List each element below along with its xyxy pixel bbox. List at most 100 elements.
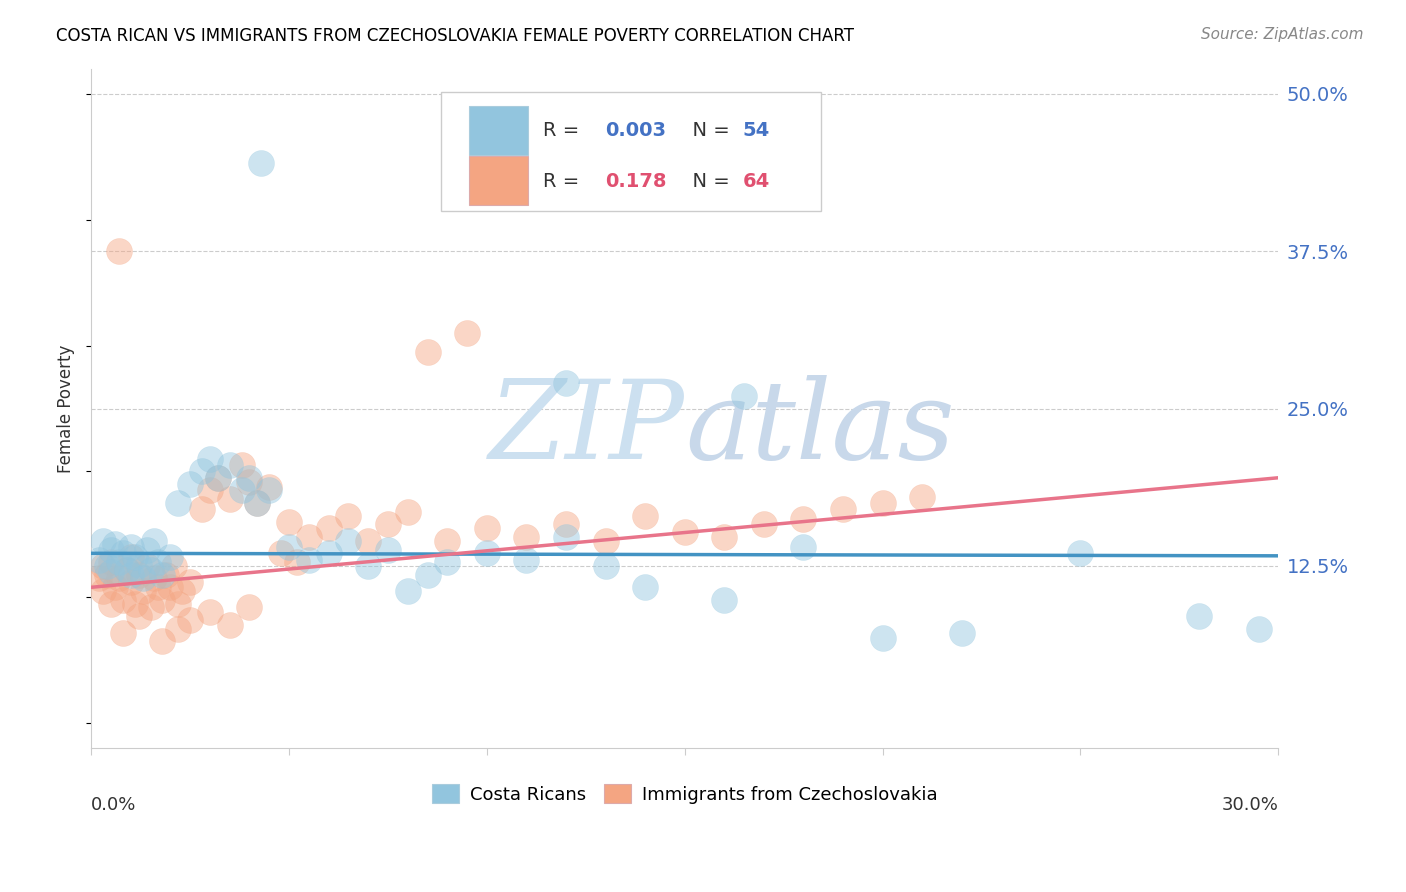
Point (298, 552, 321, 566)
Point (148, 555, 170, 569)
Point (456, 326, 478, 340)
Point (115, 563, 138, 577)
Point (150, 593, 173, 607)
Text: Source: ZipAtlas.com: Source: ZipAtlas.com (1201, 27, 1364, 42)
Point (111, 593, 134, 607)
Point (475, 521, 498, 535)
Point (337, 508, 360, 523)
Point (100, 565, 122, 579)
Point (257, 479, 280, 493)
Point (198, 451, 221, 466)
Point (100, 542, 122, 557)
Point (143, 572, 166, 586)
Point (246, 496, 269, 510)
Point (555, 376, 578, 391)
Point (87, 572, 110, 586)
Point (278, 540, 301, 554)
Point (120, 540, 142, 554)
Text: R =: R = (544, 121, 586, 140)
Point (108, 555, 131, 569)
Point (139, 600, 162, 615)
Point (207, 471, 229, 485)
Point (238, 475, 260, 489)
FancyBboxPatch shape (468, 105, 529, 154)
Point (155, 567, 177, 582)
Point (555, 530, 578, 544)
Point (515, 552, 537, 566)
Text: ZIP: ZIP (489, 376, 685, 483)
Point (150, 567, 173, 582)
Point (191, 502, 214, 516)
Point (100, 597, 122, 611)
Point (198, 606, 221, 620)
Point (135, 542, 157, 557)
Point (159, 550, 181, 565)
Point (595, 533, 617, 548)
Point (104, 537, 127, 551)
Text: N =: N = (681, 121, 735, 140)
Point (207, 471, 229, 485)
Y-axis label: Female Poverty: Female Poverty (58, 344, 75, 473)
Point (792, 512, 814, 526)
Point (911, 490, 934, 504)
Point (143, 533, 166, 548)
Point (128, 567, 150, 582)
Point (357, 533, 380, 548)
Point (270, 546, 292, 560)
Point (167, 496, 190, 510)
Point (120, 575, 142, 590)
FancyBboxPatch shape (468, 156, 529, 205)
Point (231, 483, 253, 498)
Point (198, 483, 221, 498)
Point (191, 465, 214, 479)
Point (298, 530, 321, 544)
Point (257, 483, 280, 498)
Point (218, 458, 240, 472)
Point (595, 558, 617, 573)
Point (96, 558, 118, 573)
Point (1247, 622, 1270, 636)
Point (436, 555, 458, 569)
Point (100, 555, 122, 569)
Legend: Costa Ricans, Immigrants from Czechoslovakia: Costa Ricans, Immigrants from Czechoslov… (425, 777, 945, 811)
Point (832, 502, 855, 516)
Point (377, 542, 399, 557)
Point (111, 546, 134, 560)
Point (337, 533, 360, 548)
Point (111, 625, 134, 640)
Point (792, 540, 814, 554)
Point (1188, 609, 1211, 624)
Text: 0.0%: 0.0% (91, 796, 136, 814)
Point (872, 496, 894, 510)
Point (231, 458, 253, 472)
Point (515, 530, 537, 544)
Point (91, 558, 114, 573)
Point (285, 555, 308, 569)
Point (131, 584, 153, 599)
Point (124, 550, 146, 565)
Point (673, 524, 696, 539)
Point (150, 634, 173, 648)
Point (96, 567, 118, 582)
Point (179, 575, 201, 590)
Text: 0.003: 0.003 (605, 121, 666, 140)
Point (357, 558, 380, 573)
Point (167, 597, 190, 611)
Point (713, 530, 735, 544)
Point (436, 533, 458, 548)
FancyBboxPatch shape (441, 92, 821, 211)
Text: N =: N = (681, 172, 735, 191)
Point (713, 593, 735, 607)
Point (377, 517, 399, 532)
Point (139, 563, 162, 577)
Point (148, 580, 170, 594)
Point (246, 496, 269, 510)
Point (752, 517, 775, 532)
Point (87, 552, 110, 566)
Point (120, 567, 142, 582)
Text: COSTA RICAN VS IMMIGRANTS FROM CZECHOSLOVAKIA FEMALE POVERTY CORRELATION CHART: COSTA RICAN VS IMMIGRANTS FROM CZECHOSLO… (56, 27, 855, 45)
Point (555, 517, 578, 532)
Point (238, 600, 260, 615)
Point (108, 572, 131, 586)
Point (91, 533, 114, 548)
